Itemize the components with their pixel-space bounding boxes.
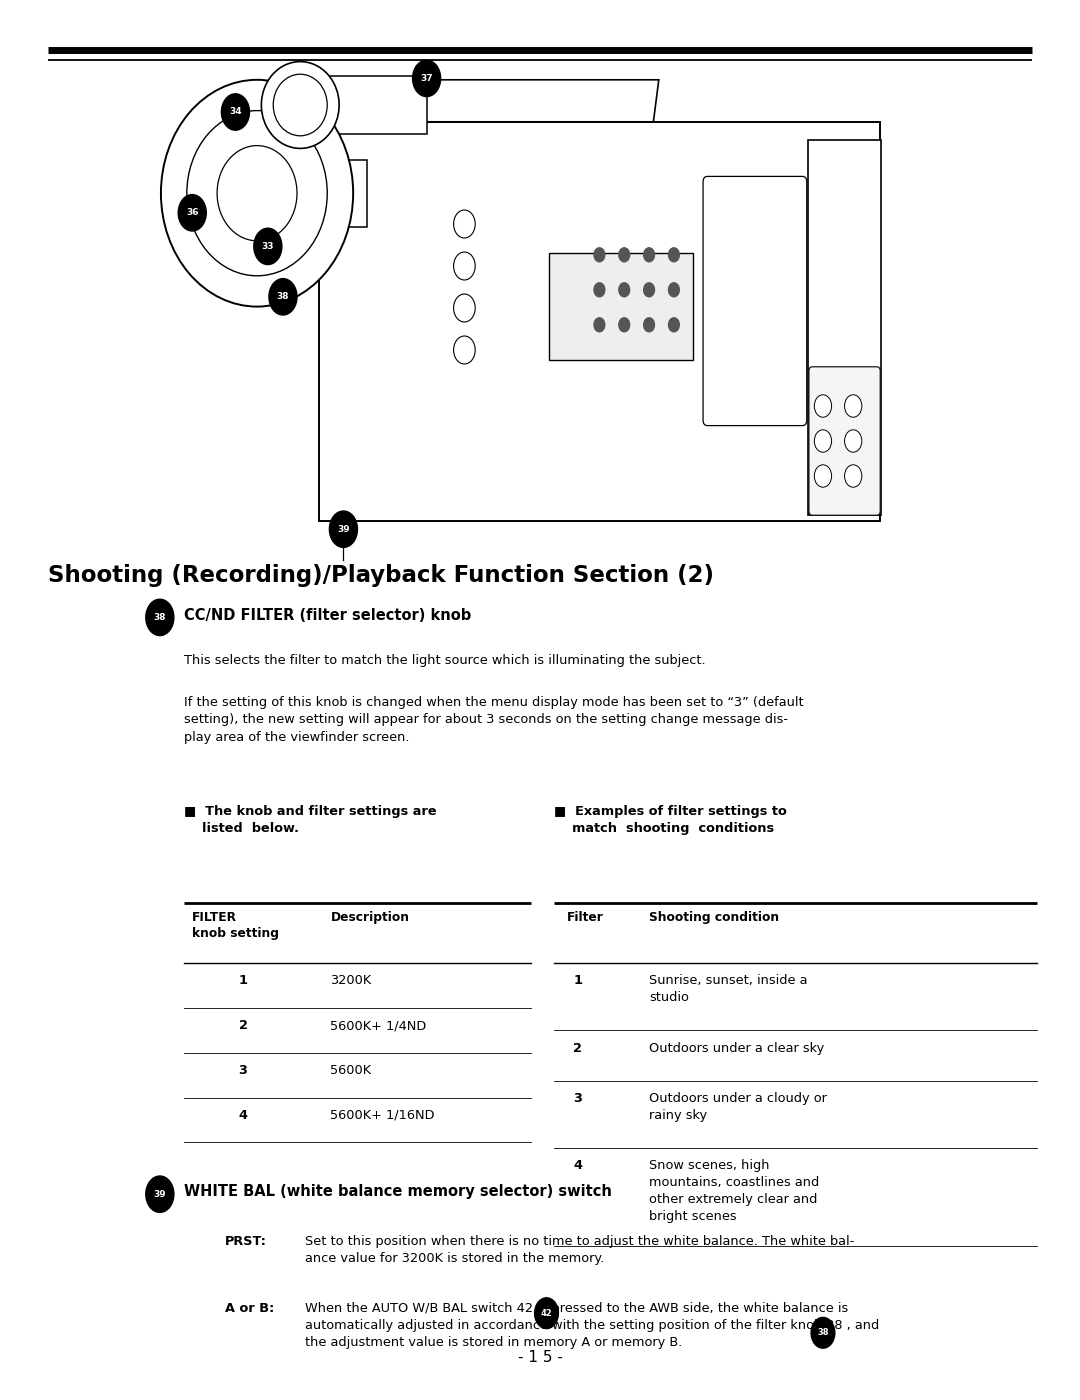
Text: If the setting of this knob is changed when the menu display mode has been set t: If the setting of this knob is changed w… <box>184 696 804 743</box>
Text: Description: Description <box>330 911 409 924</box>
Circle shape <box>454 210 475 238</box>
Circle shape <box>669 318 679 332</box>
Text: Shooting (Recording)/Playback Function Section (2): Shooting (Recording)/Playback Function S… <box>48 564 714 587</box>
Ellipse shape <box>187 111 327 276</box>
FancyBboxPatch shape <box>319 160 367 227</box>
Circle shape <box>814 430 832 452</box>
Circle shape <box>669 248 679 262</box>
FancyBboxPatch shape <box>320 76 427 134</box>
FancyBboxPatch shape <box>703 176 807 426</box>
Ellipse shape <box>261 62 339 148</box>
Text: 37: 37 <box>420 74 433 83</box>
Text: 1: 1 <box>573 974 582 987</box>
Circle shape <box>454 294 475 322</box>
Circle shape <box>845 430 862 452</box>
Text: 36: 36 <box>186 209 199 217</box>
Text: Shooting condition: Shooting condition <box>649 911 779 924</box>
Circle shape <box>619 283 630 297</box>
Circle shape <box>594 248 605 262</box>
Text: Sunrise, sunset, inside a
studio: Sunrise, sunset, inside a studio <box>649 974 808 1004</box>
Circle shape <box>644 283 654 297</box>
Text: 39: 39 <box>337 525 350 533</box>
Circle shape <box>254 228 282 265</box>
Text: 5600K+ 1/16ND: 5600K+ 1/16ND <box>330 1109 435 1121</box>
Text: 33: 33 <box>261 242 274 251</box>
Circle shape <box>178 195 206 231</box>
Text: Filter: Filter <box>567 911 604 924</box>
Circle shape <box>814 465 832 487</box>
Text: A or B:: A or B: <box>225 1302 274 1315</box>
Text: 1: 1 <box>239 974 247 987</box>
Text: WHITE BAL (white balance memory selector) switch: WHITE BAL (white balance memory selector… <box>184 1184 611 1200</box>
Circle shape <box>329 511 357 547</box>
Text: Snow scenes, high
mountains, coastlines and
other extremely clear and
bright sce: Snow scenes, high mountains, coastlines … <box>649 1159 820 1222</box>
Circle shape <box>594 318 605 332</box>
Text: ■  Examples of filter settings to
    match  shooting  conditions: ■ Examples of filter settings to match s… <box>554 805 787 834</box>
FancyBboxPatch shape <box>808 140 881 515</box>
FancyBboxPatch shape <box>809 367 880 515</box>
Circle shape <box>413 60 441 97</box>
Text: 38: 38 <box>276 293 289 301</box>
Text: 42: 42 <box>541 1309 552 1317</box>
Ellipse shape <box>217 146 297 241</box>
Text: 4: 4 <box>239 1109 247 1121</box>
Text: When the AUTO W/B BAL switch 42 is pressed to the AWB side, the white balance is: When the AUTO W/B BAL switch 42 is press… <box>305 1302 879 1350</box>
Text: 3: 3 <box>239 1064 247 1077</box>
Text: - 1 5 -: - 1 5 - <box>517 1351 563 1365</box>
Text: Outdoors under a clear sky: Outdoors under a clear sky <box>649 1042 824 1054</box>
Text: CC/ND FILTER (filter selector) knob: CC/ND FILTER (filter selector) knob <box>184 608 471 623</box>
Text: 4: 4 <box>573 1159 582 1172</box>
Text: 3200K: 3200K <box>330 974 372 987</box>
Text: Set to this position when there is no time to adjust the white balance. The whit: Set to this position when there is no ti… <box>305 1235 854 1264</box>
Text: Outdoors under a cloudy or
rainy sky: Outdoors under a cloudy or rainy sky <box>649 1092 827 1121</box>
Circle shape <box>845 395 862 417</box>
Circle shape <box>146 1176 174 1212</box>
Text: 39: 39 <box>153 1190 166 1198</box>
FancyBboxPatch shape <box>319 122 880 521</box>
Text: FILTER
knob setting: FILTER knob setting <box>192 911 280 941</box>
Circle shape <box>146 599 174 636</box>
Text: 34: 34 <box>229 108 242 116</box>
Circle shape <box>269 279 297 315</box>
Text: 3: 3 <box>573 1092 582 1105</box>
Text: 5600K: 5600K <box>330 1064 372 1077</box>
Text: 5600K+ 1/4ND: 5600K+ 1/4ND <box>330 1019 427 1032</box>
Text: PRST:: PRST: <box>225 1235 267 1247</box>
Circle shape <box>811 1317 835 1348</box>
Circle shape <box>619 248 630 262</box>
Circle shape <box>814 395 832 417</box>
Text: 38: 38 <box>153 613 166 622</box>
Text: 2: 2 <box>573 1042 582 1054</box>
Text: ■  The knob and filter settings are
    listed  below.: ■ The knob and filter settings are liste… <box>184 805 436 834</box>
Circle shape <box>535 1298 558 1329</box>
Circle shape <box>644 318 654 332</box>
Circle shape <box>845 465 862 487</box>
Circle shape <box>221 94 249 130</box>
FancyBboxPatch shape <box>549 253 693 360</box>
Text: 2: 2 <box>239 1019 247 1032</box>
Polygon shape <box>394 80 659 122</box>
Ellipse shape <box>273 74 327 136</box>
Text: This selects the filter to match the light source which is illuminating the subj: This selects the filter to match the lig… <box>184 654 705 666</box>
Circle shape <box>454 252 475 280</box>
Circle shape <box>594 283 605 297</box>
Text: 38: 38 <box>818 1329 828 1337</box>
Circle shape <box>619 318 630 332</box>
Ellipse shape <box>161 80 353 307</box>
Circle shape <box>454 336 475 364</box>
Circle shape <box>644 248 654 262</box>
Circle shape <box>669 283 679 297</box>
